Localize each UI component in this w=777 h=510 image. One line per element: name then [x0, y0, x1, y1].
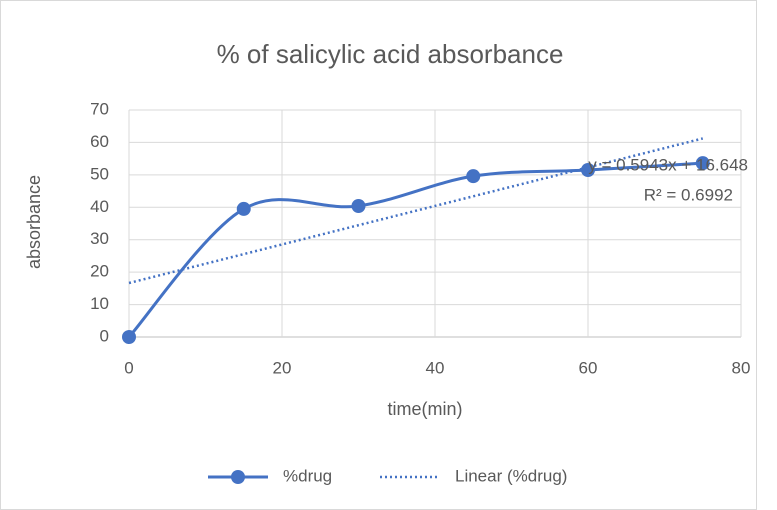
y-tick-label: 70: [90, 99, 109, 118]
trendline-equation: y = 0.5943x + 16.648: [588, 155, 748, 174]
data-point: [236, 201, 251, 216]
y-axis-label: absorbance: [24, 175, 44, 269]
x-tick-label: 0: [124, 358, 133, 377]
y-tick-label: 30: [90, 229, 109, 248]
legend-label: Linear (%drug): [455, 466, 567, 485]
y-tick-label: 40: [90, 197, 109, 216]
trendline: [128, 137, 704, 285]
x-tick-label: 40: [426, 358, 445, 377]
y-tick-label: 10: [90, 294, 109, 313]
y-tick-label: 20: [90, 262, 109, 281]
data-point: [351, 198, 366, 213]
x-tick-label: 60: [579, 358, 598, 377]
y-tick-label: 50: [90, 164, 109, 183]
data-point: [695, 156, 710, 171]
chart-title: % of salicylic acid absorbance: [217, 39, 564, 69]
x-tick-label: 20: [273, 358, 292, 377]
chart-border: [0, 0, 757, 510]
data-point: [466, 169, 481, 184]
y-tick-label: 0: [100, 326, 109, 345]
y-tick-label: 60: [90, 132, 109, 151]
trendline-r-squared: R² = 0.6992: [644, 185, 733, 204]
data-point: [122, 330, 136, 344]
x-tick-label: 80: [732, 358, 751, 377]
legend-label: %drug: [283, 466, 332, 485]
legend-marker: [231, 470, 245, 484]
x-axis-label: time(min): [388, 399, 463, 419]
data-point: [581, 162, 595, 177]
